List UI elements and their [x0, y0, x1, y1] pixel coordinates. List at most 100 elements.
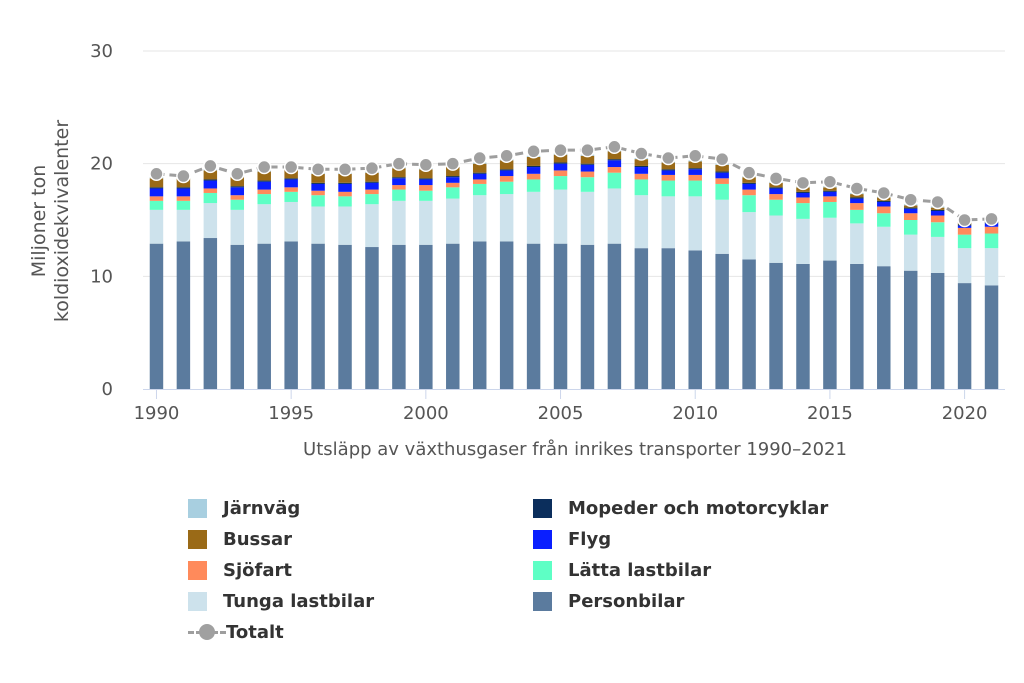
bar-segment-mopeder-och-motorcyklar	[580, 163, 595, 165]
bar-segment-bussar	[419, 169, 433, 179]
legend-item-jarnvag[interactable]: Järnväg	[188, 496, 300, 520]
total-point	[741, 165, 757, 180]
bar-segment-lätta-lastbilar	[580, 177, 595, 192]
bar-segment-mopeder-och-motorcyklar	[661, 169, 676, 171]
legend-label: Mopeder och motorcyklar	[568, 497, 829, 519]
legend: Järnväg Bussar Sjöfart Tunga lastbilar T…	[188, 494, 888, 654]
bar-segment-personbilar	[715, 253, 729, 389]
bar-segment-flyg	[526, 167, 541, 174]
bar-segment-personbilar	[526, 243, 541, 389]
legend-item-bussar[interactable]: Bussar	[188, 527, 292, 551]
bar-segment-flyg	[149, 188, 164, 197]
bar-segment-lätta-lastbilar	[311, 195, 325, 207]
bar-segment-personbilar	[823, 260, 837, 389]
bar-segment-bussar	[203, 170, 218, 180]
bar-segment-lätta-lastbilar	[984, 233, 999, 249]
bar-segment-mopeder-och-motorcyklar	[203, 179, 218, 181]
bar-segment-mopeder-och-motorcyklar	[311, 182, 325, 184]
bar-segment-sjöfart	[984, 226, 999, 234]
bar-segment-lätta-lastbilar	[149, 200, 164, 210]
total-point	[472, 150, 487, 166]
legend-label: Järnväg	[223, 497, 301, 519]
bar-segment-personbilar	[472, 241, 487, 389]
legend-item-tunga-lastbilar[interactable]: Tunga lastbilar	[188, 589, 374, 613]
bar-segment-lätta-lastbilar	[392, 189, 406, 201]
bar-segment-mopeder-och-motorcyklar	[176, 187, 191, 189]
bar-segment-tunga-lastbilar	[823, 217, 837, 261]
legend-item-totalt[interactable]: Totalt	[188, 620, 284, 644]
bar-segment-tunga-lastbilar	[284, 201, 298, 242]
legend-swatch-jarnvag	[188, 498, 207, 518]
bar-segment-mopeder-och-motorcyklar	[257, 180, 271, 182]
bar-segment-personbilar	[796, 263, 810, 389]
legend-item-sjofart[interactable]: Sjöfart	[188, 558, 292, 582]
bar-segment-sjöfart	[607, 167, 622, 173]
total-point	[822, 174, 838, 189]
bar-segment-mopeder-och-motorcyklar	[284, 178, 298, 180]
bar-segment-mopeder-och-motorcyklar	[338, 182, 352, 184]
bar-segment-personbilar	[769, 262, 783, 389]
bar-segment-sjöfart	[634, 173, 649, 180]
x-tick-label: 2005	[538, 403, 584, 424]
bar-segment-tunga-lastbilar	[526, 191, 541, 244]
total-point	[230, 166, 245, 182]
bar-segment-mopeder-och-motorcyklar	[850, 197, 864, 199]
bar-segment-flyg	[580, 164, 595, 172]
bar-segment-personbilar	[365, 247, 379, 389]
bar-segment-personbilar	[661, 248, 676, 389]
bar-segment-lätta-lastbilar	[688, 180, 702, 197]
bar-segment-tunga-lastbilar	[365, 204, 379, 248]
x-tick-label: 2020	[942, 403, 988, 424]
bar-segment-sjöfart	[365, 189, 379, 195]
total-point	[203, 158, 218, 174]
total-point	[687, 148, 703, 164]
total-point	[418, 157, 434, 173]
legend-label: Totalt	[226, 621, 284, 643]
legend-swatch-totalt	[188, 623, 226, 642]
bar-segment-sjöfart	[446, 182, 460, 188]
bar-segment-sjöfart	[392, 185, 406, 190]
y-tick-label: 30	[90, 41, 113, 62]
total-point	[149, 166, 164, 182]
bar-segment-lätta-lastbilar	[338, 196, 352, 207]
bar-segment-lätta-lastbilar	[877, 213, 891, 227]
total-point	[768, 171, 784, 186]
bar-segment-flyg	[553, 163, 568, 171]
bar-segment-personbilar	[984, 285, 999, 389]
bar-segment-sjöfart	[203, 188, 218, 193]
legend-item-mopeder[interactable]: Mopeder och motorcyklar	[533, 496, 828, 520]
legend-swatch-personbilar	[533, 591, 552, 611]
bar-segment-tunga-lastbilar	[796, 218, 810, 264]
total-point	[607, 139, 622, 155]
bar-segment-bussar	[311, 173, 325, 183]
bar-segment-mopeder-och-motorcyklar	[796, 191, 810, 193]
bar-segment-lätta-lastbilar	[957, 234, 972, 249]
bar-segment-tunga-lastbilar	[392, 200, 406, 245]
bar-segment-tunga-lastbilar	[930, 236, 945, 273]
legend-item-flyg[interactable]: Flyg	[533, 527, 611, 551]
bar-segment-mopeder-och-motorcyklar	[634, 165, 649, 168]
bar-segment-lätta-lastbilar	[419, 190, 433, 201]
legend-label: Bussar	[223, 528, 292, 550]
bar-segment-tunga-lastbilar	[877, 226, 891, 267]
bar-segment-bussar	[392, 168, 406, 178]
bar-segment-personbilar	[284, 241, 298, 389]
bar-segment-bussar	[823, 187, 837, 191]
bar-segment-personbilar	[607, 243, 622, 389]
total-point	[849, 181, 865, 196]
bar-segment-lätta-lastbilar	[661, 180, 676, 197]
legend-swatch-mopeder	[533, 498, 552, 518]
bar-segment-lätta-lastbilar	[850, 209, 864, 224]
bar-segment-sjöfart	[230, 195, 245, 200]
total-point	[364, 160, 380, 176]
legend-item-latta-lastbilar[interactable]: Lätta lastbilar	[533, 558, 711, 582]
bar-segment-sjöfart	[580, 171, 595, 178]
bar-segment-tunga-lastbilar	[176, 209, 191, 242]
bar-segment-lätta-lastbilar	[365, 194, 379, 205]
bar-segment-tunga-lastbilar	[472, 195, 487, 242]
bar-segment-personbilar	[149, 243, 164, 389]
legend-label: Tunga lastbilar	[223, 590, 375, 612]
bar-segment-personbilar	[203, 238, 218, 389]
legend-item-personbilar[interactable]: Personbilar	[533, 589, 684, 613]
